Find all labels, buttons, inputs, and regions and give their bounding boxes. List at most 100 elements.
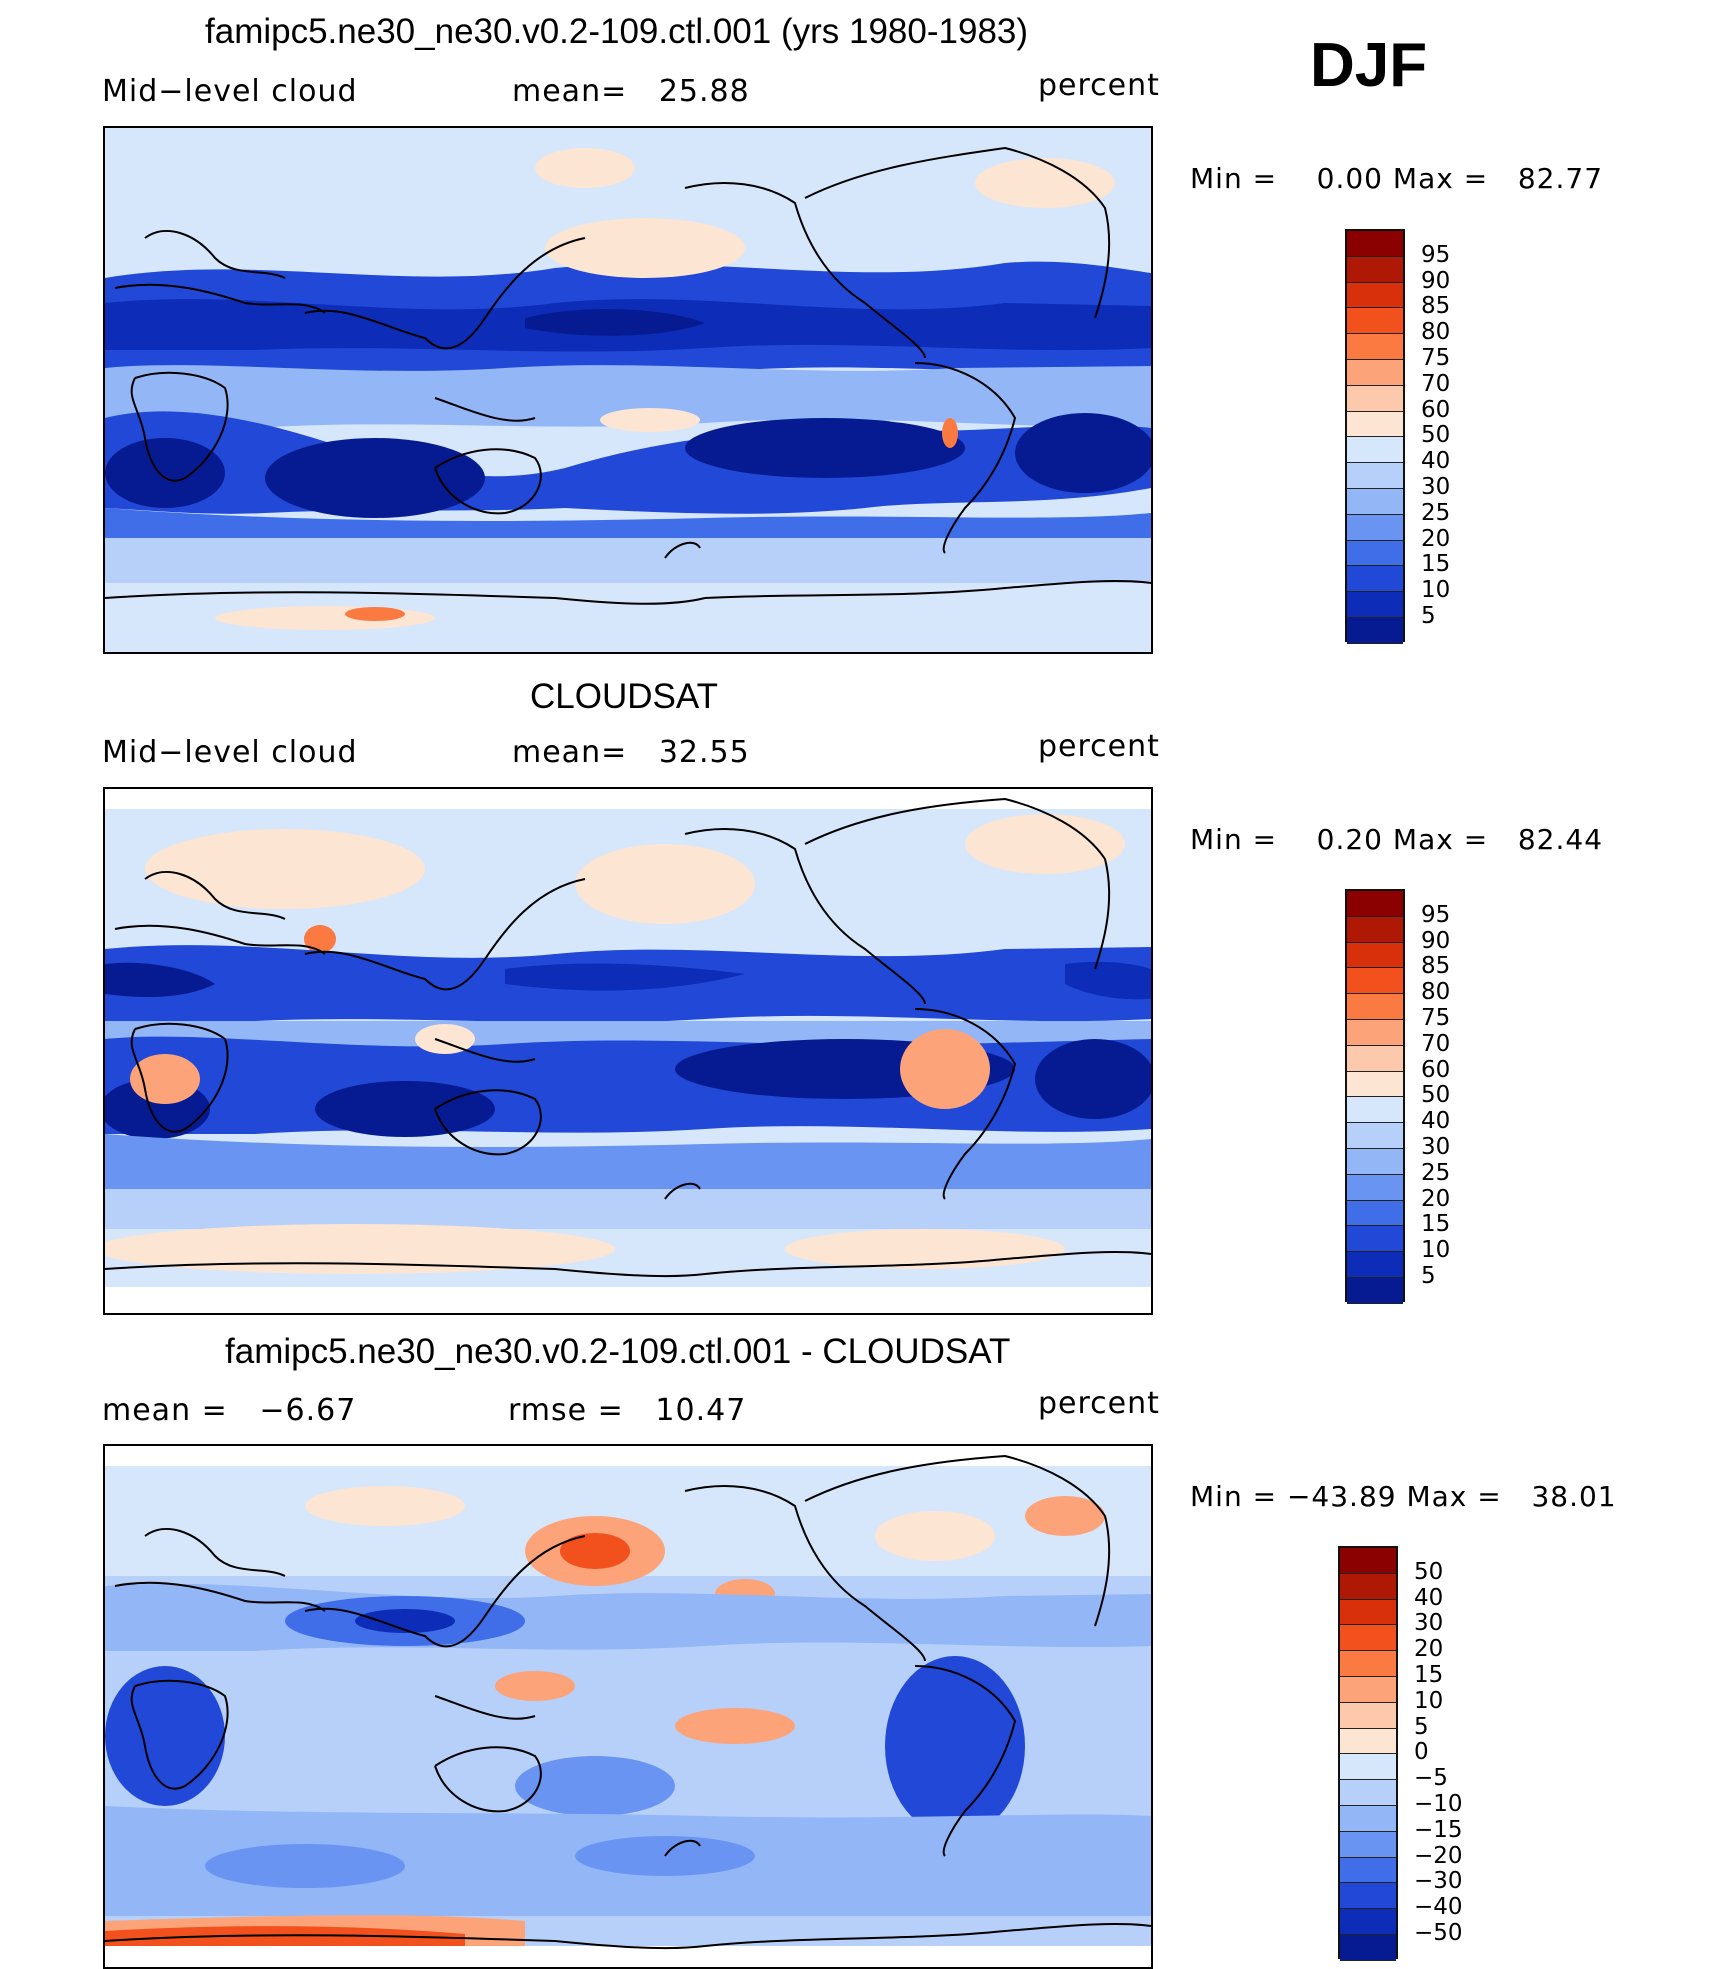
colorbar-tick-label: 15 xyxy=(1421,1211,1451,1238)
panel-title: famipc5.ne30_ne30.v0.2-109.ctl.001 - CLO… xyxy=(225,1332,1011,1371)
colorbar-tick-label: 40 xyxy=(1414,1584,1444,1611)
colorbar-tick-label: 80 xyxy=(1421,319,1451,346)
colorbar-tick-label: −15 xyxy=(1414,1816,1463,1843)
map-plot xyxy=(103,1444,1153,1969)
colorbar-tick-label: 10 xyxy=(1421,577,1451,604)
colorbar-swatch xyxy=(1347,566,1403,593)
mean-label-text: mean= xyxy=(512,74,628,109)
colorbar-tick-label: 85 xyxy=(1421,293,1451,320)
colorbar-swatch xyxy=(1340,1831,1396,1858)
colorbar-tick-label: 90 xyxy=(1421,927,1451,954)
variable-label: Mid−level cloud xyxy=(102,735,358,770)
colorbar-swatch xyxy=(1347,1020,1403,1046)
colorbar-tick-label: −5 xyxy=(1414,1765,1448,1792)
mean-readout: mean = −6.67 xyxy=(102,1393,356,1428)
colorbar-swatch xyxy=(1347,1252,1403,1278)
mean-value: 32.55 xyxy=(658,735,750,770)
colorbar-tick-label: −50 xyxy=(1414,1920,1463,1946)
map-plot xyxy=(103,787,1153,1315)
colorbar-tick-label: 95 xyxy=(1421,901,1451,928)
mean-label-text: mean = xyxy=(102,1393,228,1428)
colorbar-swatch xyxy=(1340,1548,1396,1574)
min-value: 0.00 xyxy=(1316,162,1383,195)
mean-label-text: mean= xyxy=(512,735,628,770)
colorbar-swatch xyxy=(1347,411,1403,438)
colorbar-tick-label: 20 xyxy=(1421,1185,1451,1212)
colorbar-tick-label: 15 xyxy=(1414,1662,1444,1688)
min-max-readout: Min = 0.20 Max = 82.44 xyxy=(1190,823,1603,856)
colorbar-swatch xyxy=(1347,489,1403,515)
min-label: Min = xyxy=(1190,1480,1278,1513)
colorbar-swatch xyxy=(1347,360,1403,386)
colorbar-tick-label: −10 xyxy=(1414,1791,1463,1817)
colorbar-swatch xyxy=(1340,1728,1396,1755)
colorbar-swatch xyxy=(1347,1278,1403,1304)
colorbar-swatch xyxy=(1347,1226,1403,1253)
colorbar-swatch xyxy=(1340,1702,1396,1729)
colorbar-swatch xyxy=(1347,1045,1403,1072)
min-max-readout: Min = −43.89 Max = 38.01 xyxy=(1190,1480,1617,1513)
mean-value: −6.67 xyxy=(259,1393,357,1428)
mean-label: mean= 25.88 xyxy=(512,74,750,109)
colorbar-swatch xyxy=(1340,1754,1396,1781)
mean-value: 25.88 xyxy=(658,74,750,109)
colorbar-tick-label: 50 xyxy=(1421,1082,1451,1109)
colorbar-tick-label: −30 xyxy=(1414,1868,1463,1895)
colorbar-swatch xyxy=(1340,1677,1396,1703)
colorbar-tick-label: 20 xyxy=(1414,1636,1444,1663)
colorbar-tick-label: 30 xyxy=(1421,474,1451,500)
colorbar-tick-label: 60 xyxy=(1421,1056,1451,1083)
colorbar-swatch xyxy=(1340,1806,1396,1832)
colorbar-swatch xyxy=(1347,1123,1403,1149)
colorbar-tick-label: 70 xyxy=(1421,1030,1451,1057)
colorbar-swatch xyxy=(1347,891,1403,917)
units-label: percent xyxy=(1038,68,1160,103)
colorbar-tick-label: 5 xyxy=(1421,1263,1436,1289)
max-value: 82.44 xyxy=(1517,823,1604,856)
colorbar-swatch xyxy=(1340,1883,1396,1910)
colorbar-tick-label: 10 xyxy=(1421,1237,1451,1264)
colorbar-tick-label: 25 xyxy=(1421,1159,1451,1186)
colorbar-tick-label: 50 xyxy=(1421,422,1451,449)
colorbar-swatch xyxy=(1347,282,1403,309)
variable-label: Mid−level cloud xyxy=(102,74,358,109)
colorbar-tick-label: 15 xyxy=(1421,551,1451,578)
colorbar-swatch xyxy=(1340,1909,1396,1935)
colorbar-tick-label: 90 xyxy=(1421,267,1451,294)
colorbar-swatch xyxy=(1347,463,1403,489)
colorbar-swatch xyxy=(1347,618,1403,644)
min-label: Min = xyxy=(1190,823,1278,856)
map-plot xyxy=(103,126,1153,654)
colorbar-swatch xyxy=(1347,1174,1403,1201)
colorbar-swatch xyxy=(1347,334,1403,360)
colorbar-swatch xyxy=(1347,308,1403,335)
max-value: 38.01 xyxy=(1531,1480,1617,1513)
colorbar-tick-label: 5 xyxy=(1421,603,1436,629)
colorbar-tick-label: 20 xyxy=(1421,525,1451,552)
colorbar-swatch xyxy=(1340,1857,1396,1884)
colorbar-tick-label: 25 xyxy=(1421,499,1451,526)
units-label: percent xyxy=(1038,729,1160,764)
colorbar-swatch xyxy=(1347,1071,1403,1098)
colorbar-tick-label: 50 xyxy=(1414,1558,1444,1585)
min-label: Min = xyxy=(1190,162,1278,195)
season-label: DJF xyxy=(1310,31,1428,100)
colorbar-tick-label: 75 xyxy=(1421,1005,1451,1031)
max-label: Max = xyxy=(1392,162,1489,195)
colorbar-tick-label: 60 xyxy=(1421,396,1451,423)
colorbar-tick-label: −20 xyxy=(1414,1842,1463,1869)
panel-title: CLOUDSAT xyxy=(530,677,718,716)
colorbar-tick-label: 0 xyxy=(1414,1739,1429,1766)
colorbar-swatch xyxy=(1347,916,1403,943)
colorbar-swatch xyxy=(1347,514,1403,541)
min-value: −43.89 xyxy=(1286,1480,1397,1513)
colorbar-tick-label: 30 xyxy=(1421,1134,1451,1160)
colorbar-swatches xyxy=(1338,1546,1398,1961)
colorbar-tick-label: 75 xyxy=(1421,345,1451,371)
mean-label: mean= 32.55 xyxy=(512,735,750,770)
colorbar-swatch xyxy=(1347,256,1403,283)
max-label: Max = xyxy=(1406,1480,1502,1513)
rmse-label: rmse = xyxy=(508,1393,624,1428)
colorbar-swatch xyxy=(1347,592,1403,618)
colorbar-swatch xyxy=(1347,942,1403,969)
